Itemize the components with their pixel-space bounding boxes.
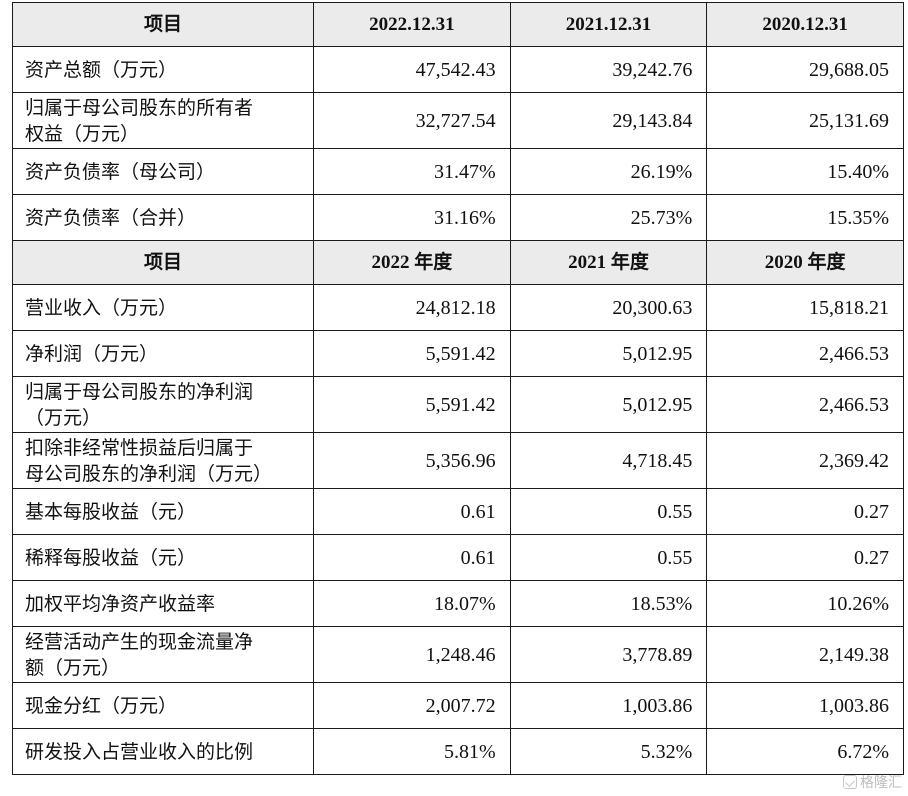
income-row: 净利润（万元） 5,591.42 5,012.95 2,466.53 — [12, 330, 904, 377]
row-label: 资产负债率（母公司） — [12, 148, 314, 195]
column-header-item: 项目 — [12, 240, 314, 285]
cell-value: 0.61 — [313, 534, 511, 581]
cell-value: 31.47% — [313, 148, 511, 195]
cell-value: 15.40% — [706, 148, 904, 195]
cell-value: 0.55 — [509, 534, 708, 581]
cell-value: 5,012.95 — [509, 330, 708, 377]
cell-value: 18.53% — [509, 580, 708, 627]
cell-value: 47,542.43 — [313, 46, 511, 93]
cell-value: 5.32% — [509, 728, 708, 775]
cell-value: 5.81% — [313, 728, 511, 775]
cell-value: 5,591.42 — [313, 330, 511, 377]
row-label: 归属于母公司股东的所有者 权益（万元） — [12, 92, 314, 149]
cell-value: 1,003.86 — [509, 682, 708, 729]
row-label: 营业收入（万元） — [12, 284, 314, 331]
column-header-item: 项目 — [12, 2, 314, 47]
cell-value: 0.55 — [509, 488, 708, 535]
cell-value: 31.16% — [313, 194, 511, 241]
row-label: 加权平均净资产收益率 — [12, 580, 314, 627]
row-label: 基本每股收益（元） — [12, 488, 314, 535]
cell-value: 3,778.89 — [509, 626, 708, 683]
cell-value: 25.73% — [509, 194, 708, 241]
balance-row: 资产负债率（母公司） 31.47% 26.19% 15.40% — [12, 148, 904, 195]
cell-value: 0.27 — [706, 534, 904, 581]
cell-value: 15,818.21 — [706, 284, 904, 331]
income-row: 加权平均净资产收益率 18.07% 18.53% 10.26% — [12, 580, 904, 627]
column-header-period: 2020.12.31 — [706, 2, 904, 47]
watermark: 格隆汇 — [843, 772, 902, 792]
income-header-row: 项目 2022 年度 2021 年度 2020 年度 — [12, 240, 904, 285]
column-header-period: 2021.12.31 — [509, 2, 708, 47]
cell-value: 32,727.54 — [313, 92, 511, 149]
row-label: 扣除非经常性损益后归属于 母公司股东的净利润（万元） — [12, 432, 314, 489]
cell-value: 15.35% — [706, 194, 904, 241]
income-row: 扣除非经常性损益后归属于 母公司股东的净利润（万元） 5,356.96 4,718.4… — [12, 432, 904, 489]
cell-value: 5,356.96 — [313, 432, 511, 489]
column-header-period: 2021 年度 — [509, 240, 708, 285]
balance-row: 资产负债率（合并） 31.16% 25.73% 15.35% — [12, 194, 904, 241]
cell-value: 2,466.53 — [706, 330, 904, 377]
cell-value: 5,012.95 — [509, 376, 708, 433]
balance-row: 资产总额（万元） 47,542.43 39,242.76 29,688.05 — [12, 46, 904, 93]
income-row: 经营活动产生的现金流量净 额（万元） 1,248.46 3,778.89 2,149.3… — [12, 626, 904, 683]
row-label: 现金分红（万元） — [12, 682, 314, 729]
cell-value: 5,591.42 — [313, 376, 511, 433]
income-row: 研发投入占营业收入的比例 5.81% 5.32% 6.72% — [12, 728, 904, 775]
logo-mark-icon — [843, 775, 857, 789]
column-header-period: 2022.12.31 — [313, 2, 511, 47]
cell-value: 0.61 — [313, 488, 511, 535]
cell-value: 4,718.45 — [509, 432, 708, 489]
row-label: 归属于母公司股东的净利润 （万元） — [12, 376, 314, 433]
income-row: 稀释每股收益（元） 0.61 0.55 0.27 — [12, 534, 904, 581]
cell-value: 39,242.76 — [509, 46, 708, 93]
row-label: 资产负债率（合并） — [12, 194, 314, 241]
cell-value: 18.07% — [313, 580, 511, 627]
financial-data-table: 项目 2022.12.31 2021.12.31 2020.12.31 资产总额（万元）… — [12, 2, 904, 775]
cell-value: 10.26% — [706, 580, 904, 627]
cell-value: 25,131.69 — [706, 92, 904, 149]
cell-value: 0.27 — [706, 488, 904, 535]
column-header-period: 2020 年度 — [706, 240, 904, 285]
column-header-period: 2022 年度 — [313, 240, 511, 285]
cell-value: 29,143.84 — [509, 92, 708, 149]
row-label: 净利润（万元） — [12, 330, 314, 377]
cell-value: 2,466.53 — [706, 376, 904, 433]
income-row: 基本每股收益（元） 0.61 0.55 0.27 — [12, 488, 904, 535]
cell-value: 2,007.72 — [313, 682, 511, 729]
income-row: 归属于母公司股东的净利润 （万元） 5,591.42 5,012.95 2,466.53 — [12, 376, 904, 433]
cell-value: 2,149.38 — [706, 626, 904, 683]
watermark-text: 格隆汇 — [860, 775, 902, 791]
row-label: 稀释每股收益（元） — [12, 534, 314, 581]
cell-value: 24,812.18 — [313, 284, 511, 331]
balance-header-row: 项目 2022.12.31 2021.12.31 2020.12.31 — [12, 2, 904, 47]
income-row: 营业收入（万元） 24,812.18 20,300.63 15,818.21 — [12, 284, 904, 331]
row-label: 研发投入占营业收入的比例 — [12, 728, 314, 775]
income-row: 现金分红（万元） 2,007.72 1,003.86 1,003.86 — [12, 682, 904, 729]
cell-value: 6.72% — [706, 728, 904, 775]
cell-value: 2,369.42 — [706, 432, 904, 489]
cell-value: 1,248.46 — [313, 626, 511, 683]
row-label: 资产总额（万元） — [12, 46, 314, 93]
cell-value: 1,003.86 — [706, 682, 904, 729]
cell-value: 26.19% — [509, 148, 708, 195]
balance-row: 归属于母公司股东的所有者 权益（万元） 32,727.54 29,143.84 25,1… — [12, 92, 904, 149]
row-label: 经营活动产生的现金流量净 额（万元） — [12, 626, 314, 683]
cell-value: 20,300.63 — [509, 284, 708, 331]
cell-value: 29,688.05 — [706, 46, 904, 93]
